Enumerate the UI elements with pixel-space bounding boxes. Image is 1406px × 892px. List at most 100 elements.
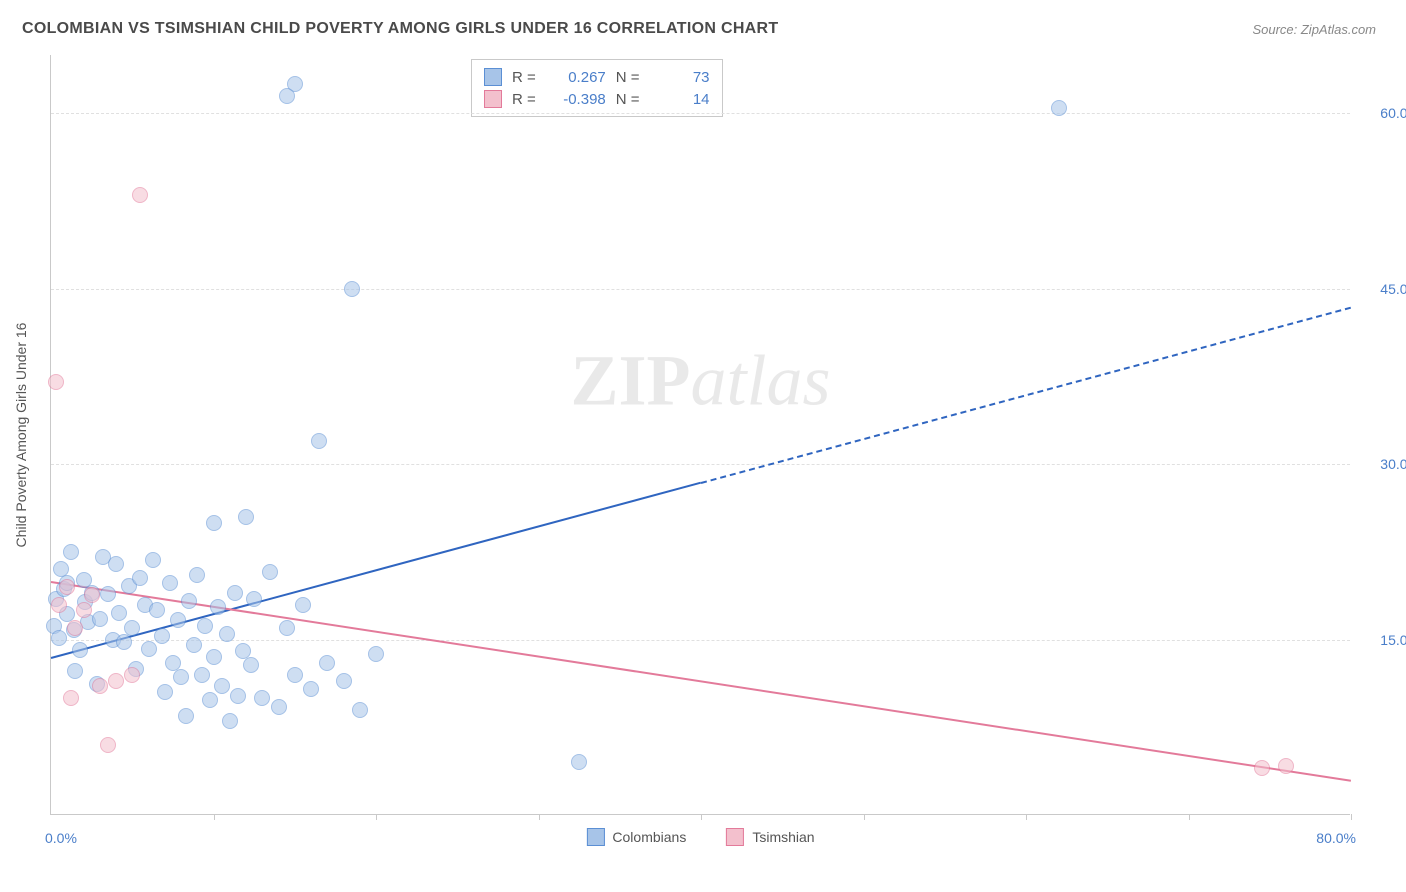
chart-title: COLOMBIAN VS TSIMSHIAN CHILD POVERTY AMO… <box>22 20 778 38</box>
watermark: ZIPatlas <box>570 340 830 423</box>
data-point <box>279 88 295 104</box>
data-point <box>303 681 319 697</box>
n-value-1: 14 <box>650 91 710 108</box>
data-point <box>100 737 116 753</box>
data-point <box>230 688 246 704</box>
data-point <box>48 374 64 390</box>
legend-stats-box: R = 0.267 N = 73 R = -0.398 N = 14 <box>471 59 723 117</box>
x-axis-min-label: 0.0% <box>45 830 77 846</box>
data-point <box>368 646 384 662</box>
data-point <box>1278 758 1294 774</box>
source-citation: Source: ZipAtlas.com <box>1252 22 1376 37</box>
data-point <box>154 628 170 644</box>
data-point <box>108 556 124 572</box>
swatch-colombians-2 <box>586 828 604 846</box>
legend-label-0: Colombians <box>612 829 686 845</box>
data-point <box>170 612 186 628</box>
x-tick <box>1026 814 1027 820</box>
r-value-1: -0.398 <box>546 91 606 108</box>
y-tick-label: 45.0% <box>1360 281 1406 297</box>
data-point <box>222 713 238 729</box>
data-point <box>162 575 178 591</box>
data-point <box>132 570 148 586</box>
legend-item-tsimshian: Tsimshian <box>726 828 814 846</box>
data-point <box>262 564 278 580</box>
data-point <box>67 663 83 679</box>
data-point <box>571 754 587 770</box>
x-tick <box>539 814 540 820</box>
data-point <box>1254 760 1270 776</box>
data-point <box>311 433 327 449</box>
data-point <box>219 626 235 642</box>
x-tick <box>1351 814 1352 820</box>
data-point <box>173 669 189 685</box>
n-label: N = <box>616 69 640 86</box>
data-point <box>271 699 287 715</box>
data-point <box>227 585 243 601</box>
data-point <box>194 667 210 683</box>
watermark-zip: ZIP <box>570 341 690 421</box>
x-tick <box>376 814 377 820</box>
data-point <box>206 649 222 665</box>
data-point <box>1051 100 1067 116</box>
y-tick-label: 60.0% <box>1360 105 1406 121</box>
data-point <box>243 657 259 673</box>
x-tick <box>214 814 215 820</box>
trend-line <box>701 306 1352 483</box>
data-point <box>149 602 165 618</box>
data-point <box>246 591 262 607</box>
data-point <box>197 618 213 634</box>
data-point <box>63 690 79 706</box>
gridline <box>51 289 1350 290</box>
data-point <box>59 579 75 595</box>
data-point <box>108 673 124 689</box>
swatch-tsimshian-2 <box>726 828 744 846</box>
legend-stats-row-0: R = 0.267 N = 73 <box>484 66 710 88</box>
data-point <box>202 692 218 708</box>
data-point <box>92 611 108 627</box>
data-point <box>100 586 116 602</box>
data-point <box>238 509 254 525</box>
watermark-atlas: atlas <box>691 341 831 421</box>
data-point <box>279 620 295 636</box>
data-point <box>141 641 157 657</box>
data-point <box>181 593 197 609</box>
legend-item-colombians: Colombians <box>586 828 686 846</box>
data-point <box>186 637 202 653</box>
data-point <box>132 187 148 203</box>
swatch-colombians <box>484 68 502 86</box>
y-axis-label: Child Poverty Among Girls Under 16 <box>13 322 29 547</box>
data-point <box>157 684 173 700</box>
y-tick-label: 15.0% <box>1360 632 1406 648</box>
data-point <box>63 544 79 560</box>
r-label: R = <box>512 91 536 108</box>
data-point <box>189 567 205 583</box>
x-axis-max-label: 80.0% <box>1316 830 1356 846</box>
data-point <box>336 673 352 689</box>
data-point <box>111 605 127 621</box>
data-point <box>116 634 132 650</box>
data-point <box>76 602 92 618</box>
data-point <box>319 655 335 671</box>
legend-label-1: Tsimshian <box>752 829 814 845</box>
data-point <box>210 599 226 615</box>
y-tick-label: 30.0% <box>1360 456 1406 472</box>
data-point <box>287 667 303 683</box>
data-point <box>352 702 368 718</box>
data-point <box>206 515 222 531</box>
legend-stats-row-1: R = -0.398 N = 14 <box>484 88 710 110</box>
data-point <box>84 587 100 603</box>
gridline <box>51 113 1350 114</box>
data-point <box>92 678 108 694</box>
x-tick <box>1189 814 1190 820</box>
data-point <box>254 690 270 706</box>
r-label: R = <box>512 69 536 86</box>
n-label: N = <box>616 91 640 108</box>
data-point <box>72 642 88 658</box>
legend-series: Colombians Tsimshian <box>586 828 814 846</box>
data-point <box>178 708 194 724</box>
plot-area: Child Poverty Among Girls Under 16 ZIPat… <box>50 55 1350 815</box>
data-point <box>124 620 140 636</box>
data-point <box>51 630 67 646</box>
r-value-0: 0.267 <box>546 69 606 86</box>
